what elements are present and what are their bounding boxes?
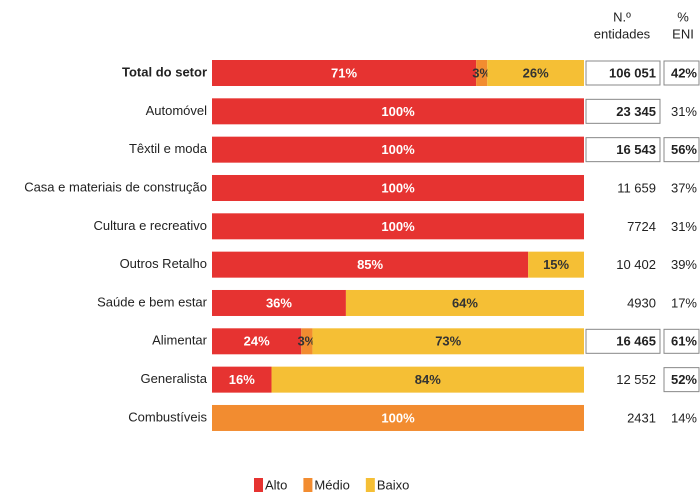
- category-label: Cultura e recreativo: [94, 218, 207, 233]
- column-value: 10 402: [616, 257, 656, 272]
- bar-segment: [271, 366, 584, 393]
- legend-label: Médio: [314, 477, 349, 492]
- value-label: 73%: [435, 334, 461, 349]
- legend-swatch: [254, 478, 263, 492]
- column-value: 106 051: [609, 65, 656, 80]
- value-label: 100%: [381, 104, 415, 119]
- bar-segment: [212, 136, 584, 163]
- column-value: 2431: [627, 410, 656, 425]
- bar-segment: [528, 251, 584, 278]
- bar-segment: [212, 366, 272, 393]
- column-value: 7724: [627, 219, 656, 234]
- column-value: 17%: [671, 295, 697, 310]
- category-label: Têxtil e moda: [129, 141, 208, 156]
- category-label: Total do setor: [122, 64, 207, 79]
- value-label: 24%: [244, 334, 270, 349]
- column-value: 14%: [671, 410, 697, 425]
- column-value: 31%: [671, 104, 697, 119]
- column-value: 42%: [671, 65, 697, 80]
- bar-segment: [212, 213, 584, 240]
- bar-segment: [301, 328, 313, 355]
- category-label: Generalista: [141, 371, 208, 386]
- column-value: 37%: [671, 180, 697, 195]
- highlight-box: [663, 137, 700, 163]
- column-header: ENI: [672, 26, 694, 41]
- value-label: 71%: [331, 65, 357, 80]
- category-label: Automóvel: [146, 103, 208, 118]
- column-value: 16 543: [616, 142, 656, 157]
- column-header: entidades: [594, 26, 651, 41]
- highlight-box: [663, 328, 700, 354]
- column-value: 39%: [671, 257, 697, 272]
- legend-label: Alto: [265, 477, 287, 492]
- column-value: 12 552: [616, 372, 656, 387]
- value-label: 100%: [381, 142, 415, 157]
- highlight-box: [585, 98, 661, 124]
- value-label: 64%: [452, 295, 478, 310]
- value-label: 84%: [415, 372, 441, 387]
- legend-label: Baixo: [377, 477, 410, 492]
- bar-segment: [312, 328, 584, 355]
- bar-segment: [476, 60, 488, 86]
- bar-segment: [345, 289, 584, 316]
- value-label: 15%: [543, 257, 569, 272]
- value-label: 26%: [523, 65, 549, 80]
- bar-segment: [212, 60, 477, 86]
- bar-segment: [212, 328, 302, 355]
- column-value: 56%: [671, 142, 697, 157]
- value-label: 100%: [381, 410, 415, 425]
- bar-segment: [487, 60, 584, 86]
- column-value: 23 345: [616, 104, 656, 119]
- column-value: 11 659: [617, 180, 656, 195]
- bar-segment: [212, 251, 529, 278]
- bar-segment: [212, 404, 584, 431]
- highlight-box: [585, 328, 661, 354]
- column-value: 16 465: [616, 334, 656, 349]
- value-label: 3%: [297, 334, 316, 349]
- column-header: N.º: [613, 9, 631, 24]
- category-label: Saúde e bem estar: [97, 294, 208, 309]
- category-label: Casa e materiais de construção: [24, 179, 207, 194]
- legend-swatch: [303, 478, 313, 492]
- column-value: 4930: [627, 295, 656, 310]
- highlight-box: [663, 367, 700, 393]
- highlight-box: [663, 60, 700, 86]
- category-label: Alimentar: [152, 333, 208, 348]
- bar-segment: [212, 98, 584, 125]
- value-label: 3%: [472, 65, 491, 80]
- highlight-box: [585, 60, 661, 86]
- bar-segment: [212, 289, 346, 316]
- value-label: 85%: [357, 257, 383, 272]
- value-label: 16%: [229, 372, 255, 387]
- value-label: 36%: [266, 295, 292, 310]
- legend-swatch: [365, 478, 375, 492]
- value-label: 100%: [381, 219, 415, 234]
- value-label: 100%: [381, 180, 415, 195]
- column-header: %: [677, 9, 689, 24]
- highlight-box: [585, 137, 661, 163]
- column-value: 52%: [671, 372, 697, 387]
- category-label: Outros Retalho: [120, 256, 207, 271]
- category-label: Combustíveis: [128, 409, 207, 424]
- bar-segment: [212, 174, 584, 201]
- column-value: 31%: [671, 219, 697, 234]
- column-value: 61%: [671, 334, 697, 349]
